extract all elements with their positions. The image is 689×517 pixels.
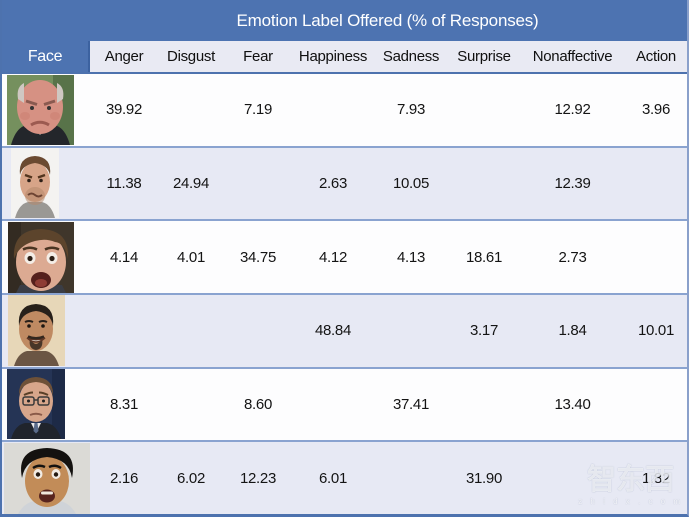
column-header-action: Action (625, 41, 687, 72)
cell-disgust (158, 74, 224, 146)
table-row: 39.92 7.19 7.93 12.92 3.96 (2, 72, 687, 146)
table-title: Emotion Label Offered (% of Responses) (236, 10, 539, 30)
table-row: 4.14 4.01 34.75 4.12 4.13 18.61 2.73 (2, 219, 687, 293)
surprised-man-face-photo (4, 442, 90, 514)
table-title-bar: Emotion Label Offered (% of Responses) (2, 0, 687, 41)
cell-sadness (374, 442, 448, 514)
table-row: 2.16 6.02 12.23 6.01 31.90 1.82 (2, 440, 687, 514)
face-photo-cell (2, 295, 90, 367)
face-photo-cell (2, 74, 90, 146)
cell-nonaffective: 12.39 (554, 174, 591, 192)
face-photo-cell (2, 442, 90, 514)
cell-action: 10.01 (637, 322, 675, 340)
table-row: 48.84 3.17 1.84 10.01 (2, 292, 687, 367)
cell-happiness: 2.63 (319, 174, 347, 192)
cell-surprise: 3.17 (470, 322, 498, 340)
face-column-header: Face (2, 41, 90, 72)
cell-disgust: 4.01 (177, 248, 205, 266)
face-photo-cell (2, 148, 90, 220)
face-photo-cell (2, 369, 90, 441)
column-header-surprise: Surprise (448, 41, 520, 72)
cell-action (625, 148, 687, 220)
cell-nonaffective: 2.73 (558, 248, 587, 266)
cell-happiness (292, 74, 374, 146)
cell-happiness: 48.84 (314, 322, 352, 340)
disgusted-man-face-photo (11, 148, 59, 219)
table-row: 8.31 8.60 37.41 13.40 (2, 366, 687, 441)
cell-anger: 4.14 (110, 248, 138, 266)
happy-man-face-photo (8, 295, 65, 367)
cell-disgust: 24.94 (172, 174, 210, 192)
column-header-sadness: Sadness (374, 41, 448, 72)
cell-anger: 39.92 (105, 101, 143, 119)
cell-fear: 34.75 (239, 248, 277, 266)
column-header-happiness: Happiness (292, 41, 374, 72)
table-row: 11.38 24.94 2.63 10.05 12.39 (2, 145, 687, 220)
column-header-disgust: Disgust (158, 41, 224, 72)
cell-anger (90, 295, 158, 367)
cell-happiness: 6.01 (319, 469, 347, 487)
cell-sadness (374, 295, 448, 367)
cell-fear (224, 148, 292, 220)
cell-happiness: 4.12 (319, 248, 347, 266)
cell-nonaffective: 1.84 (558, 322, 587, 340)
cell-surprise (448, 74, 520, 146)
cell-surprise: 31.90 (465, 469, 503, 487)
column-header-row: Face Anger Disgust Fear Happiness Sadnes… (2, 41, 687, 72)
cell-anger: 8.31 (110, 395, 138, 413)
cell-anger: 11.38 (106, 174, 142, 192)
cell-sadness: 37.41 (392, 395, 430, 413)
angry-man-face-photo (7, 74, 74, 145)
cell-action (625, 221, 687, 293)
fearful-child-face-photo (8, 221, 74, 293)
cell-fear: 7.19 (244, 101, 272, 119)
cell-surprise (448, 369, 520, 441)
cell-nonaffective: 12.92 (554, 101, 591, 119)
cell-surprise: 18.61 (465, 248, 503, 266)
table-body: 39.92 7.19 7.93 12.92 3.96 (2, 72, 687, 514)
cell-fear: 12.23 (239, 469, 277, 487)
cell-action (625, 369, 687, 441)
cell-disgust (158, 295, 224, 367)
cell-disgust (158, 369, 224, 441)
column-header-nonaffective: Nonaffective (520, 41, 625, 72)
cell-nonaffective (520, 442, 625, 514)
cell-fear (224, 295, 292, 367)
cell-action: 1.82 (642, 469, 670, 487)
cell-happiness (292, 369, 374, 441)
sad-man-face-photo (7, 369, 65, 440)
cell-action: 3.96 (642, 101, 670, 119)
cell-sadness: 10.05 (392, 174, 430, 192)
cell-nonaffective: 13.40 (554, 395, 591, 413)
cell-anger: 2.16 (110, 469, 138, 487)
cell-sadness: 7.93 (397, 101, 425, 119)
column-header-anger: Anger (90, 41, 158, 72)
cell-surprise (448, 148, 520, 220)
column-header-fear: Fear (224, 41, 292, 72)
face-photo-cell (2, 221, 90, 293)
cell-fear: 8.60 (244, 395, 272, 413)
cell-disgust: 6.02 (177, 469, 205, 487)
cell-sadness: 4.13 (397, 248, 425, 266)
